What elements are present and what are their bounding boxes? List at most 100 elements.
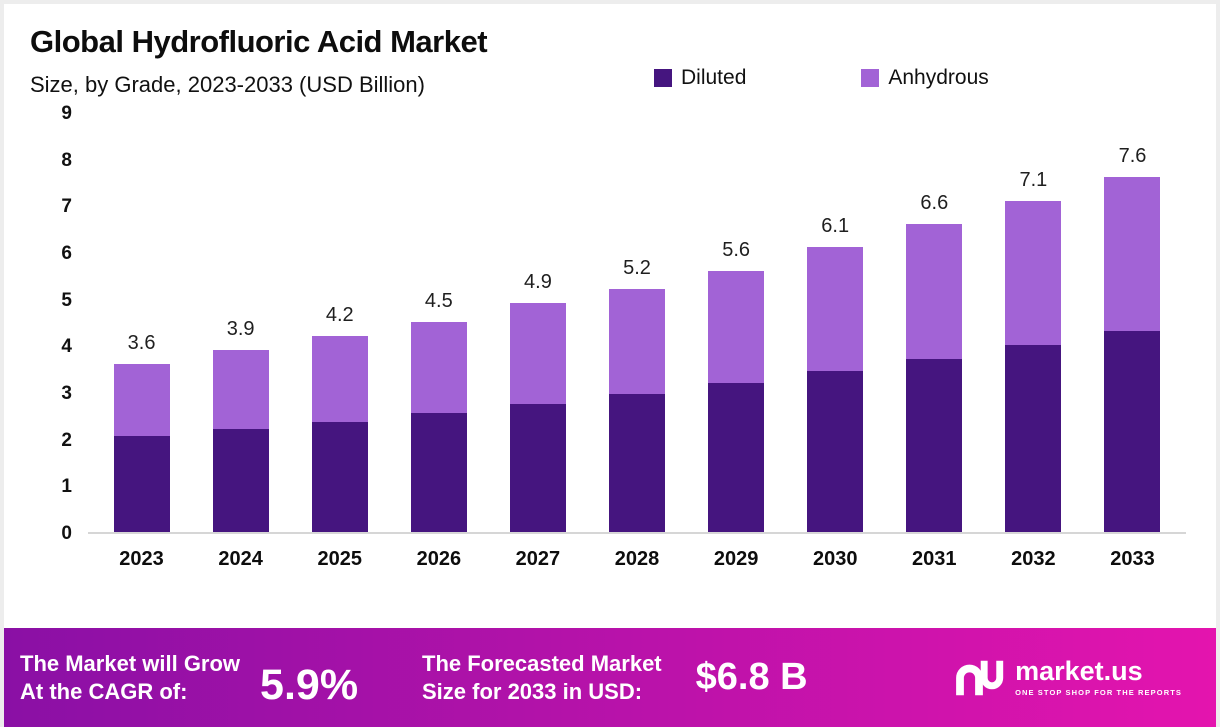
stacked-bar bbox=[708, 270, 765, 532]
x-axis-row: 2023 2024 2025 2026 2027 2028 2029 2030 2031 2032… bbox=[30, 548, 1186, 571]
x-axis-label: 2029 bbox=[713, 548, 759, 570]
legend-item: Anhydrous bbox=[861, 66, 989, 90]
y-tick-label: 4 bbox=[61, 336, 72, 358]
marketus-logo-icon bbox=[956, 660, 1004, 695]
bar-segment-anhydrous bbox=[1005, 200, 1062, 346]
x-axis-label: 2023 bbox=[119, 548, 164, 570]
bar-segment-anhydrous bbox=[311, 336, 368, 423]
x-axis-label: 2030 bbox=[812, 548, 858, 570]
bar-total-label: 5.2 bbox=[623, 257, 651, 280]
stacked-bar bbox=[1104, 177, 1161, 532]
legend: Diluted Anhydrous bbox=[654, 66, 989, 90]
bar-column: 5.6 bbox=[687, 114, 786, 532]
bar-column: 3.6 bbox=[92, 114, 191, 532]
brand-tagline: ONE STOP SHOP FOR THE REPORTS bbox=[1015, 688, 1182, 697]
legend-swatch bbox=[654, 69, 672, 87]
legend-item: Diluted bbox=[654, 66, 746, 90]
stacked-bar bbox=[509, 303, 566, 532]
y-tick-label: 7 bbox=[61, 196, 72, 218]
bar-segment-diluted bbox=[509, 403, 566, 532]
x-axis-spacer bbox=[30, 548, 88, 571]
bar-column: 4.5 bbox=[389, 114, 488, 532]
x-axis: 2023 2024 2025 2026 2027 2028 2029 2030 2031 2032… bbox=[88, 548, 1186, 571]
y-tick-label: 3 bbox=[61, 383, 72, 404]
bar-column: 4.9 bbox=[488, 114, 587, 532]
bar-segment-anhydrous bbox=[807, 247, 864, 371]
stacked-bar bbox=[807, 247, 864, 532]
cagr-block: The Market will Grow At the CAGR of: 5.9… bbox=[20, 650, 422, 710]
bar-segment-diluted bbox=[212, 429, 269, 532]
stacked-bar bbox=[212, 350, 269, 532]
bar-total-label: 4.5 bbox=[424, 290, 453, 312]
bar-total-label: 5.6 bbox=[722, 238, 751, 261]
bar-segment-diluted bbox=[1104, 331, 1161, 532]
footer-banner: The Market will Grow At the CAGR of: 5.9… bbox=[4, 628, 1216, 727]
chart-subtitle: Size, by Grade, 2023-2033 (USD Billion) bbox=[30, 72, 425, 97]
x-axis-label: 2032 bbox=[1011, 548, 1056, 570]
bar-column: 6.1 bbox=[786, 114, 885, 532]
bar-total-label: 4.9 bbox=[524, 271, 552, 294]
x-axis-label: 2028 bbox=[614, 548, 660, 570]
bar-segment-diluted bbox=[609, 394, 666, 532]
bar-segment-diluted bbox=[311, 422, 368, 532]
cagr-text: The Market will Grow At the CAGR of: bbox=[20, 650, 240, 705]
y-tick-label: 9 bbox=[61, 103, 72, 124]
bar-total-label: 7.1 bbox=[1019, 168, 1048, 191]
bar-total-label: 3.9 bbox=[226, 318, 255, 341]
x-axis-label: 2025 bbox=[317, 548, 362, 570]
legend-swatch bbox=[861, 69, 880, 87]
chart-title: Global Hydrofluoric Acid Market bbox=[30, 24, 488, 59]
bar-segment-anhydrous bbox=[1104, 177, 1161, 332]
bar-column: 5.2 bbox=[587, 114, 686, 532]
brand-text: market.us ONE STOP SHOP FOR THE REPORTS bbox=[1015, 656, 1182, 698]
bar-total-label: 3.6 bbox=[127, 332, 156, 355]
forecast-value: $6.8 B bbox=[695, 656, 808, 698]
forecast-line2: Size for 2033 in USD: bbox=[422, 678, 643, 704]
bar-total-label: 7.6 bbox=[1118, 145, 1147, 168]
forecast-line1: The Forecasted Market bbox=[422, 651, 662, 676]
y-tick-label: 5 bbox=[61, 289, 72, 311]
bar-segment-diluted bbox=[113, 436, 170, 532]
y-axis: 9 8 7 6 5 4 3 2 1 0 bbox=[30, 103, 88, 544]
stacked-bar bbox=[410, 322, 467, 532]
cagr-line2: At the CAGR of: bbox=[20, 678, 188, 704]
stacked-bar bbox=[1005, 200, 1062, 532]
cagr-value: 5.9% bbox=[260, 661, 359, 710]
brand-name: market.us bbox=[1015, 656, 1143, 686]
bar-segment-anhydrous bbox=[410, 322, 467, 413]
bar-segment-diluted bbox=[410, 413, 467, 532]
x-axis-label: 2031 bbox=[912, 548, 957, 570]
x-axis-label: 2024 bbox=[218, 548, 263, 570]
brand-block: market.us ONE STOP SHOP FOR THE REPORTS bbox=[953, 658, 1182, 697]
bar-segment-diluted bbox=[906, 359, 963, 532]
stacked-bar bbox=[609, 289, 666, 532]
y-tick-label: 1 bbox=[61, 476, 72, 498]
bar-column: 3.9 bbox=[191, 114, 290, 532]
bar-total-label: 6.1 bbox=[821, 215, 850, 238]
bar-column: 7.6 bbox=[1083, 114, 1182, 532]
y-tick-label: 6 bbox=[61, 243, 72, 264]
forecast-block: The Forecasted Market Size for 2033 in U… bbox=[422, 650, 953, 705]
bar-column: 6.6 bbox=[885, 114, 984, 532]
y-tick-label: 2 bbox=[61, 429, 72, 451]
forecast-text: The Forecasted Market Size for 2033 in U… bbox=[422, 650, 662, 705]
chart-card: Global Hydrofluoric Acid Market Size, by… bbox=[4, 4, 1216, 628]
x-axis-label: 2027 bbox=[515, 548, 561, 570]
bar-segment-anhydrous bbox=[113, 364, 170, 437]
plot-row: 9 8 7 6 5 4 3 2 1 0 3.6 3.9 4.2 4.5 4.9 5.2 5.6 6.1 6.6 7.… bbox=[30, 103, 1186, 544]
bar-segment-diluted bbox=[708, 382, 765, 532]
x-axis-label: 2026 bbox=[416, 548, 462, 570]
bar-total-label: 6.6 bbox=[920, 192, 949, 215]
x-axis-label: 2033 bbox=[1110, 548, 1155, 570]
y-tick-label: 8 bbox=[61, 149, 72, 171]
bar-segment-anhydrous bbox=[212, 350, 269, 430]
bar-segment-diluted bbox=[1005, 345, 1062, 532]
plot-area: 3.6 3.9 4.2 4.5 4.9 5.2 5.6 6.1 6.6 7.1 7.6 bbox=[88, 114, 1186, 534]
bar-column: 7.1 bbox=[984, 114, 1083, 532]
legend-label: Anhydrous bbox=[888, 66, 989, 89]
bar-segment-anhydrous bbox=[509, 303, 566, 404]
bar-column: 4.2 bbox=[290, 114, 389, 532]
y-tick-label: 0 bbox=[61, 523, 72, 544]
stacked-bar bbox=[906, 224, 963, 532]
